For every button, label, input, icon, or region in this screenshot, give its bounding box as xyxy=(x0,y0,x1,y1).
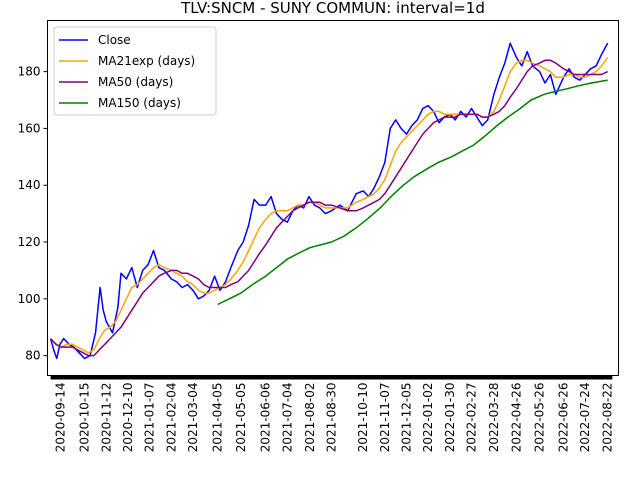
legend-label: MA150 (days) xyxy=(98,96,181,110)
x-tick-label: 2020-12-10 xyxy=(121,383,135,453)
x-tick-label: 2022-07-24 xyxy=(578,383,592,453)
plot-lines xyxy=(49,42,609,360)
x-tick-label: 2020-11-12 xyxy=(99,383,113,453)
x-tick-band xyxy=(50,375,613,380)
x-tick-label: 2021-05-05 xyxy=(234,383,248,453)
x-tick-label: 2022-02-27 xyxy=(464,383,478,453)
x-tick-label: 2021-06-06 xyxy=(259,383,273,453)
x-tick-label: 2022-08-22 xyxy=(601,383,615,453)
legend-label: MA50 (days) xyxy=(98,75,173,89)
x-tick-label: 2021-04-05 xyxy=(211,383,225,453)
x-tick-label: 2020-09-14 xyxy=(54,383,68,453)
x-tick-label: 2021-08-30 xyxy=(324,383,338,453)
legend-label: Close xyxy=(98,33,131,47)
x-tick-label: 2021-02-04 xyxy=(164,383,178,453)
x-tick-label: 2022-04-26 xyxy=(509,383,523,453)
x-tick-label: 2021-12-05 xyxy=(400,383,414,453)
legend: Close MA21exp (days) MA50 (days) MA150 (day… xyxy=(53,26,217,116)
series-line-1 xyxy=(49,42,609,360)
legend-label: MA21exp (days) xyxy=(98,54,195,68)
x-tick-label: 2022-03-28 xyxy=(487,383,501,453)
y-axis: 80 100 120 140 160 180 xyxy=(18,65,48,363)
series-line-2 xyxy=(50,56,609,354)
y-tick-label: 180 xyxy=(18,65,41,79)
y-tick-label: 160 xyxy=(18,121,41,135)
x-tick-label: 2020-10-15 xyxy=(78,383,92,453)
chart-title: TLV:SNCM - SUNY COMMUN: interval=1d xyxy=(180,0,485,17)
x-tick-label: 2021-10-10 xyxy=(356,383,370,453)
x-tick-label: 2021-07-04 xyxy=(280,383,294,453)
y-tick-label: 120 xyxy=(18,235,41,249)
series-line-3 xyxy=(50,59,609,357)
x-tick-label: 2022-05-26 xyxy=(533,383,547,453)
x-tick-label: 2021-01-07 xyxy=(143,383,157,453)
x-tick-label: 2022-06-26 xyxy=(557,383,571,453)
plot-frame xyxy=(47,20,619,376)
legend-box xyxy=(53,26,217,116)
y-tick-label: 80 xyxy=(25,349,40,363)
x-tick-label: 2022-01-02 xyxy=(421,383,435,453)
x-axis: 2020-09-14 2020-10-15 2020-11-12 2020-12-10… xyxy=(50,375,615,453)
series-line-4 xyxy=(217,79,608,306)
x-tick-label: 2021-08-02 xyxy=(303,383,317,453)
x-tick-label: 2022-01-30 xyxy=(443,383,457,453)
y-tick-label: 100 xyxy=(18,292,41,306)
x-tick-label: 2021-03-04 xyxy=(186,383,200,453)
x-tick-label: 2021-11-07 xyxy=(378,383,392,453)
y-tick-label: 140 xyxy=(18,178,41,192)
